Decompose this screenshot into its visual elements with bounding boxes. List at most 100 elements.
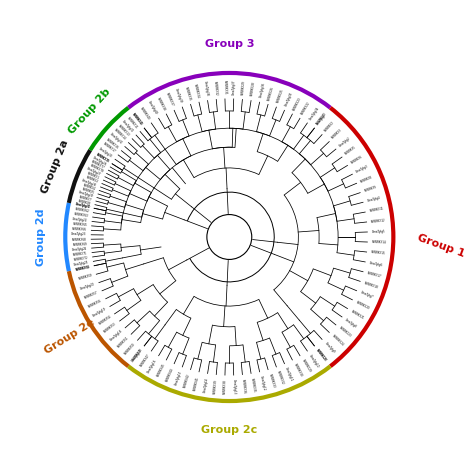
- Text: PvWRKY36: PvWRKY36: [241, 379, 246, 394]
- Text: GmaTylg22: GmaTylg22: [72, 217, 88, 223]
- Text: PvWRKY9: PvWRKY9: [364, 185, 377, 193]
- Text: PvWRKY20: PvWRKY20: [316, 112, 328, 126]
- Text: PvWRKY31: PvWRKY31: [222, 80, 227, 95]
- Text: GmaTylg8: GmaTylg8: [344, 318, 358, 329]
- Text: PvWRKY3: PvWRKY3: [331, 128, 343, 140]
- Text: Group 2c: Group 2c: [201, 425, 257, 435]
- Text: PvWRKY29: PvWRKY29: [241, 80, 246, 95]
- Text: GmaTylg14: GmaTylg14: [202, 377, 209, 393]
- Text: PvWRKY38: PvWRKY38: [222, 379, 227, 394]
- Text: PvWRKY56: PvWRKY56: [88, 299, 103, 309]
- Text: GmaTylg37: GmaTylg37: [232, 79, 237, 95]
- Text: PvWRKY2: PvWRKY2: [323, 120, 335, 133]
- Text: GmaTylg3: GmaTylg3: [356, 164, 369, 174]
- Text: GmaTylg33: GmaTylg33: [98, 146, 113, 158]
- Text: PvWRKY18: PvWRKY18: [364, 281, 379, 289]
- Text: GmaTylg13: GmaTylg13: [232, 379, 237, 395]
- Text: PvWRKY60: PvWRKY60: [75, 264, 91, 272]
- Text: PvWRKY26: PvWRKY26: [316, 348, 328, 362]
- Text: PvWRKY6: PvWRKY6: [350, 155, 364, 165]
- Text: PvWRKY37: PvWRKY37: [165, 92, 174, 107]
- Text: GmaTylg34: GmaTylg34: [308, 106, 320, 120]
- Text: PvWRKY45: PvWRKY45: [156, 363, 166, 378]
- Text: GmaTylg5: GmaTylg5: [372, 229, 385, 234]
- Text: PvWRKY25: PvWRKY25: [276, 89, 285, 104]
- Text: PvWRKY41: PvWRKY41: [131, 112, 143, 126]
- Text: GmaTylg18: GmaTylg18: [109, 329, 123, 342]
- Text: PvWRKY42: PvWRKY42: [183, 373, 191, 389]
- Text: PvWRKY47: PvWRKY47: [139, 354, 151, 368]
- Text: GmaTylg9: GmaTylg9: [323, 341, 336, 354]
- Text: PvWRKY35: PvWRKY35: [183, 86, 191, 101]
- Text: PvWRKY78: PvWRKY78: [89, 163, 104, 173]
- Text: PvWRKY48: PvWRKY48: [131, 348, 143, 362]
- Text: GmaTylg35: GmaTylg35: [284, 91, 294, 107]
- Text: GmaTylg23: GmaTylg23: [72, 232, 87, 237]
- Text: Group 2d: Group 2d: [36, 208, 46, 266]
- Text: GmaTylg30: GmaTylg30: [74, 202, 91, 210]
- Text: PvWRKY23: PvWRKY23: [338, 326, 352, 338]
- Text: PvWRKY11: PvWRKY11: [369, 207, 384, 213]
- Text: PvWRKY28: PvWRKY28: [250, 82, 256, 97]
- Text: Group 1: Group 1: [416, 232, 466, 259]
- Text: GmaTylg36: GmaTylg36: [259, 82, 266, 99]
- Text: PvWRKY50: PvWRKY50: [124, 342, 136, 356]
- Text: GmaTylg24: GmaTylg24: [72, 246, 88, 252]
- Text: PvWRKY40: PvWRKY40: [139, 106, 151, 120]
- Text: GmaTylg39: GmaTylg39: [173, 88, 182, 104]
- Text: PvWRKY10: PvWRKY10: [131, 112, 143, 126]
- Text: Group 2e: Group 2e: [43, 318, 97, 356]
- Text: PvWRKY19: PvWRKY19: [95, 152, 109, 163]
- Text: GmaTylg4: GmaTylg4: [367, 196, 381, 203]
- Text: PvWRKY63: PvWRKY63: [73, 212, 89, 219]
- Text: PvWRKY29: PvWRKY29: [301, 358, 311, 373]
- Text: PvWRKY15: PvWRKY15: [371, 250, 386, 256]
- Text: PvWRKY41: PvWRKY41: [193, 375, 200, 391]
- Text: GmaTylg2: GmaTylg2: [338, 136, 351, 148]
- Text: GmaTylg11: GmaTylg11: [284, 367, 294, 383]
- Text: PvWRKY14: PvWRKY14: [372, 240, 386, 245]
- Text: PvWRKY21: PvWRKY21: [350, 309, 365, 320]
- Text: GmaTylg40: GmaTylg40: [147, 100, 158, 116]
- Text: PvWRKY4: PvWRKY4: [82, 183, 96, 191]
- Text: PvWRKY24: PvWRKY24: [331, 334, 345, 347]
- Text: PvWRKY17: PvWRKY17: [367, 271, 382, 278]
- Text: GmaTylg10: GmaTylg10: [308, 354, 320, 368]
- Text: GmaTylg15: GmaTylg15: [173, 370, 182, 386]
- Text: PvWRKY35: PvWRKY35: [250, 377, 256, 392]
- Text: PvWRKY22: PvWRKY22: [301, 101, 311, 116]
- Text: PvWRKY72: PvWRKY72: [73, 255, 89, 262]
- Text: GmaTylg16: GmaTylg16: [147, 358, 158, 374]
- Text: PvWRKY2: PvWRKY2: [85, 175, 99, 184]
- Text: PvWRKY30: PvWRKY30: [292, 363, 303, 378]
- Text: PvWRKY23: PvWRKY23: [292, 96, 303, 111]
- Text: PvWRKY54: PvWRKY54: [98, 315, 112, 326]
- Text: PvWRKY5: PvWRKY5: [81, 187, 95, 194]
- Text: GmaTylg31: GmaTylg31: [121, 119, 135, 133]
- Text: PvWRKY57: PvWRKY57: [84, 291, 99, 300]
- Text: GmaTylg29: GmaTylg29: [77, 190, 93, 198]
- Text: PvWRKY44: PvWRKY44: [165, 367, 174, 382]
- Text: PvWRKY26: PvWRKY26: [267, 85, 275, 101]
- Text: GmaTylg27: GmaTylg27: [86, 166, 102, 177]
- Text: PvWRKY11: PvWRKY11: [126, 116, 139, 129]
- Text: GmaTylg20: GmaTylg20: [80, 282, 95, 291]
- Text: PvWRKY62: PvWRKY62: [74, 207, 90, 214]
- Text: PvWRKY65: PvWRKY65: [73, 222, 88, 228]
- Text: GmaTylg19: GmaTylg19: [92, 307, 107, 318]
- Text: GmaTylg25: GmaTylg25: [73, 260, 90, 267]
- Text: GmaTylg26: GmaTylg26: [92, 155, 108, 166]
- Text: PvWRKY66: PvWRKY66: [72, 228, 87, 232]
- Text: Group 2a: Group 2a: [39, 138, 70, 195]
- Text: PvWRKY14: PvWRKY14: [113, 128, 127, 141]
- Text: GmaTylg12: GmaTylg12: [259, 375, 266, 392]
- Text: Group 3: Group 3: [205, 39, 254, 49]
- Text: PvWRKY51: PvWRKY51: [116, 336, 129, 349]
- Text: PvWRKY33: PvWRKY33: [267, 373, 275, 389]
- Text: PvWRKY16: PvWRKY16: [105, 137, 119, 150]
- Text: PvWRKY8: PvWRKY8: [78, 199, 91, 206]
- Text: PvWRKY74: PvWRKY74: [75, 264, 91, 272]
- Text: GmaTylg17: GmaTylg17: [130, 348, 143, 363]
- Text: GmaTylg1: GmaTylg1: [316, 113, 327, 126]
- Text: GmaTylg7: GmaTylg7: [360, 291, 374, 300]
